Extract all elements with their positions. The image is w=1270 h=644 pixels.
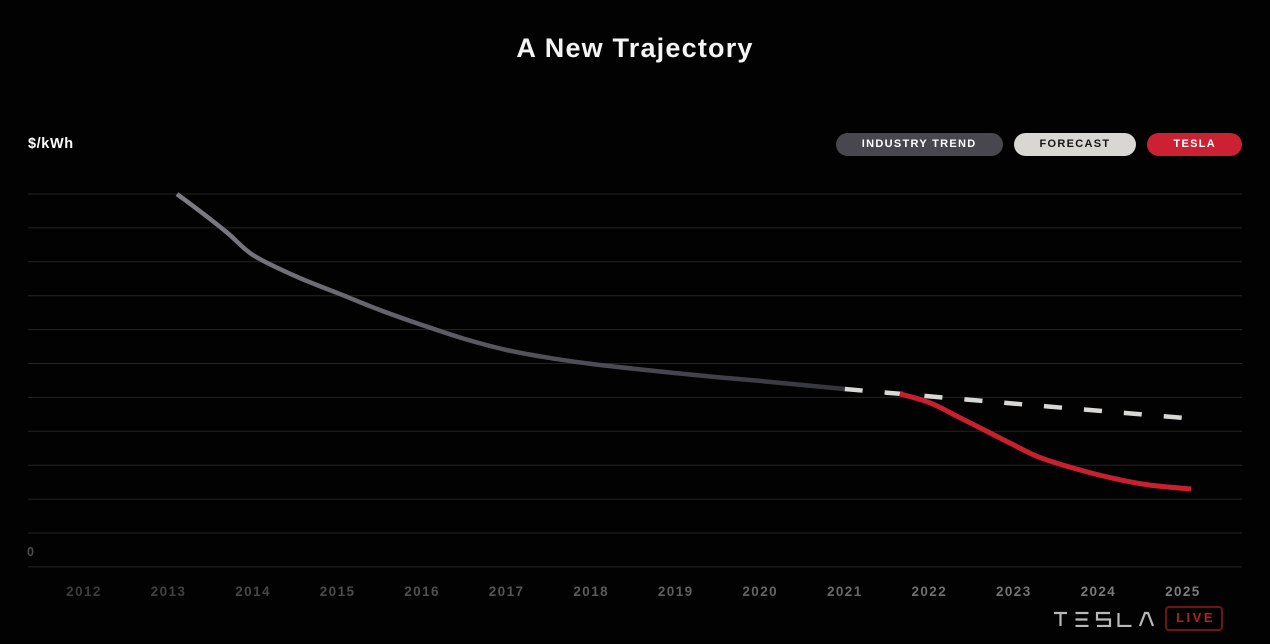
- x-tick-label: 2021: [827, 584, 863, 599]
- x-tick-label: 2016: [404, 584, 440, 599]
- wordmark-letter-t: [1054, 611, 1068, 626]
- legend-pill-forecast: FORECAST: [1013, 133, 1137, 156]
- x-tick-label: 2012: [66, 584, 102, 599]
- x-tick-label: 2013: [151, 584, 187, 599]
- footer-logo: LIVE: [1054, 606, 1223, 631]
- legend-pill-industry-trend: INDUSTRY TREND: [835, 133, 1003, 156]
- tesla-wordmark-logo: [1054, 611, 1155, 627]
- series-line-tesla: [899, 391, 1192, 492]
- legend: INDUSTRY TREND FORECAST TESLA: [835, 133, 1242, 156]
- legend-pill-tesla: TESLA: [1147, 133, 1242, 156]
- y-axis-label: $/kWh: [28, 136, 74, 152]
- y-zero-label: 0: [27, 545, 35, 559]
- series-line-forecast: [844, 386, 1184, 421]
- wordmark-letter-l: [1117, 612, 1132, 627]
- x-tick-label: 2017: [489, 584, 525, 599]
- wordmark-letter-e: [1075, 611, 1089, 627]
- x-tick-label: 2019: [658, 584, 694, 599]
- wordmark-letter-a: [1139, 611, 1155, 626]
- series-line-industry-trend: [175, 192, 846, 392]
- x-tick-label: 2023: [996, 584, 1032, 599]
- x-tick-label: 2018: [573, 584, 609, 599]
- x-tick-label: 2015: [320, 584, 356, 599]
- live-badge: LIVE: [1165, 606, 1223, 631]
- wordmark-letter-s: [1095, 611, 1112, 627]
- x-tick-label: 2025: [1165, 584, 1201, 599]
- x-tick-label: 2024: [1081, 584, 1117, 599]
- x-tick-label: 2022: [911, 584, 947, 599]
- x-tick-label: 2014: [235, 584, 271, 599]
- page-title: A New Trajectory: [516, 33, 754, 63]
- x-tick-label: 2020: [742, 584, 778, 599]
